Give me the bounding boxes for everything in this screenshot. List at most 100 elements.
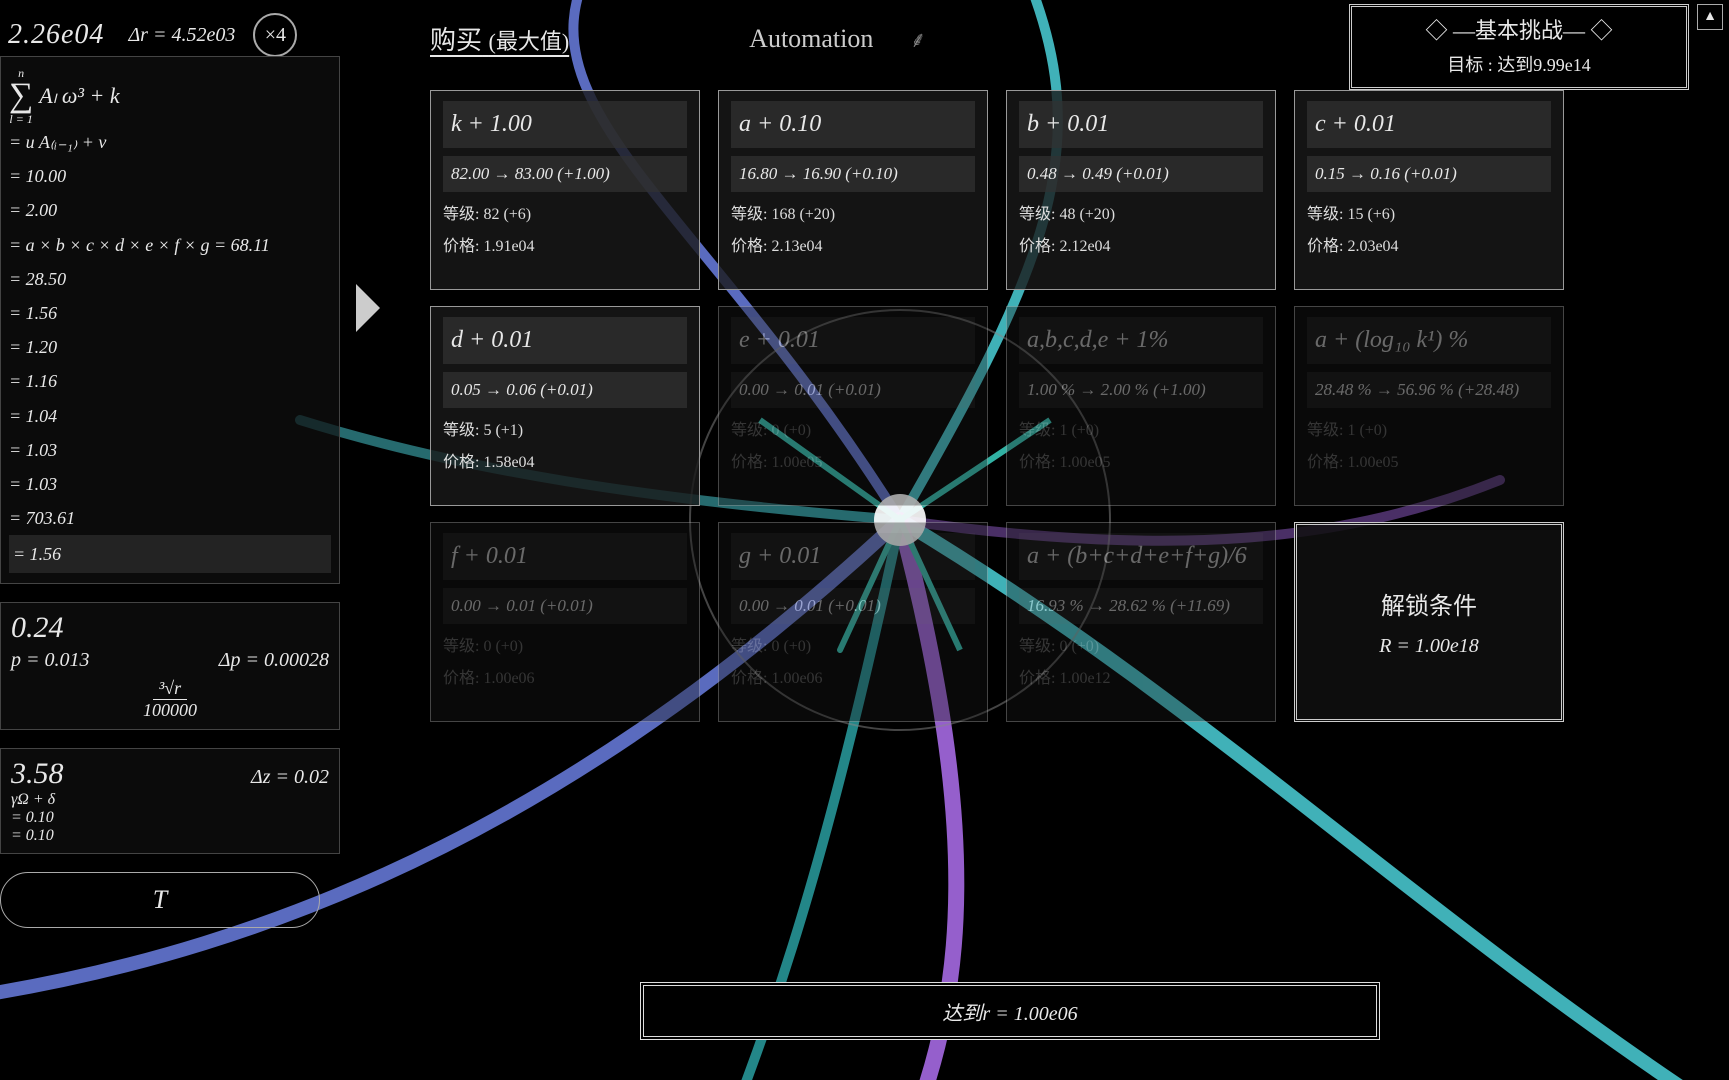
- upgrade-title: c + 0.01: [1307, 101, 1551, 148]
- upgrade-price: 价格: 1.00e06: [731, 664, 975, 688]
- p-fraction: ³√r 100000: [11, 678, 329, 721]
- upgrade-delta: 0.00 → 0.01 (+0.01): [443, 588, 687, 624]
- upgrade-level: 等级: 1 (+0): [1019, 416, 1263, 440]
- upgrade-price: 价格: 1.00e05: [731, 448, 975, 472]
- upgrade-level: 等级: 0 (+0): [443, 632, 687, 656]
- upgrade-level: 等级: 0 (+0): [731, 632, 975, 656]
- p-value: p = 0.013: [11, 649, 90, 672]
- t-button-label: T: [153, 885, 167, 915]
- upgrade-title: g + 0.01: [731, 533, 975, 580]
- rate-delta: Δr = 4.52e03: [128, 24, 235, 47]
- upgrade-price: 价格: 1.00e06: [443, 664, 687, 688]
- formula-value-line: = 1.03: [9, 467, 331, 501]
- p-delta: Δp = 0.00028: [219, 649, 329, 672]
- challenge-goal: 目标 : 达到9.99e14: [1356, 51, 1682, 77]
- upgrade-delta: 16.93 % → 28.62 % (+11.69): [1019, 588, 1263, 624]
- tab-row: 购买 (最大值) Automation ⸙: [430, 20, 1150, 57]
- upgrade-card: g + 0.01 0.00 → 0.01 (+0.01) 等级: 0 (+0) 价格:…: [718, 522, 988, 722]
- upgrade-price: 价格: 1.58e04: [443, 448, 687, 472]
- multiplier-badge[interactable]: ×4: [253, 13, 297, 57]
- left-column: n ∑ l = 1 Aₗ ω³ + k = u A₍ᵢ₋₁₎ + v = 10.…: [0, 56, 340, 1080]
- tab-buy-sublabel: (最大值): [489, 29, 570, 54]
- formula-value-line: = 1.56: [9, 296, 331, 330]
- formula-value-line: = 1.03: [9, 433, 331, 467]
- formula-value-line: = 10.00: [9, 159, 331, 193]
- upgrade-level: 等级: 168 (+20): [731, 200, 975, 224]
- upgrade-delta: 16.80 → 16.90 (+0.10): [731, 156, 975, 192]
- z-delta: Δz = 0.02: [251, 766, 329, 789]
- collapse-toggle[interactable]: ▲: [1697, 4, 1723, 30]
- lock-req: R = 1.00e18: [1379, 635, 1479, 658]
- upgrade-level: 等级: 0 (+0): [1019, 632, 1263, 656]
- upgrade-price: 价格: 1.91e04: [443, 232, 687, 256]
- upgrade-card[interactable]: k + 1.0082.00 → 83.00 (+1.00)等级: 82 (+6)…: [430, 90, 700, 290]
- p-frac-top: ³√r: [153, 678, 187, 700]
- upgrade-title: k + 1.00: [443, 101, 687, 148]
- upgrade-title: a,b,c,d,e + 1%: [1019, 317, 1263, 364]
- upgrade-title: d + 0.01: [443, 317, 687, 364]
- z-line1: γΩ + δ: [11, 791, 329, 809]
- p-frac-bot: 100000: [143, 700, 197, 721]
- tab-automation[interactable]: Automation ⸙: [749, 24, 926, 54]
- formula-value-line: = 1.20: [9, 330, 331, 364]
- sum-lower: l = 1: [9, 113, 32, 125]
- upgrade-level: 等级: 5 (+1): [443, 416, 687, 440]
- upgrade-card: a + (b+c+d+e+f+g)/6 16.93 % → 28.62 % (+1…: [1006, 522, 1276, 722]
- upgrade-delta: 0.15 → 0.16 (+0.01): [1307, 156, 1551, 192]
- upgrade-card[interactable]: d + 0.01 0.05 → 0.06 (+0.01) 等级: 5 (+1) 价格:…: [430, 306, 700, 506]
- upgrade-price: 价格: 2.03e04: [1307, 232, 1551, 256]
- upgrade-title: a + (log₁₀ k¹) %: [1307, 317, 1551, 364]
- formula-value-line: = 28.50: [9, 262, 331, 296]
- tab-buy[interactable]: 购买 (最大值): [430, 20, 569, 57]
- formula-value-line: = 1.04: [9, 399, 331, 433]
- goal-bar[interactable]: 达到r = 1.00e06: [640, 982, 1380, 1040]
- upgrade-delta: 1.00 % → 2.00 % (+1.00): [1019, 372, 1263, 408]
- upgrade-title: a + (b+c+d+e+f+g)/6: [1019, 533, 1263, 580]
- upgrade-card: a + (log₁₀ k¹) % 28.48 % → 56.96 % (+28.4…: [1294, 306, 1564, 506]
- expand-arrow[interactable]: [352, 280, 384, 341]
- goal-bar-text: 达到r = 1.00e06: [942, 997, 1077, 1026]
- challenge-panel[interactable]: ◇ ―基本挑战― ◇ 目标 : 达到9.99e14: [1349, 4, 1689, 90]
- upgrade-level: 等级: 0 (+0): [731, 416, 975, 440]
- sum-body: Aₗ ω³ + k: [39, 75, 119, 117]
- formula-highlight: = 1.56: [9, 535, 331, 573]
- locked-card: 解锁条件 R = 1.00e18: [1294, 522, 1564, 722]
- upgrade-title: e + 0.01: [731, 317, 975, 364]
- formula-value-line: = 1.16: [9, 364, 331, 398]
- upgrade-grid: k + 1.0082.00 → 83.00 (+1.00)等级: 82 (+6)…: [430, 90, 1550, 722]
- upgrade-delta: 0.48 → 0.49 (+0.01): [1019, 156, 1263, 192]
- upgrade-delta: 0.00 → 0.01 (+0.01): [731, 588, 975, 624]
- multiplier-value: ×4: [265, 24, 286, 47]
- z-line3: = 0.10: [11, 827, 329, 845]
- upgrade-price: 价格: 1.00e05: [1307, 448, 1551, 472]
- upgrade-title: b + 0.01: [1019, 101, 1263, 148]
- upgrade-title: a + 0.10: [731, 101, 975, 148]
- challenge-title: ◇ ―基本挑战― ◇: [1356, 13, 1682, 45]
- lock-title: 解锁条件: [1381, 586, 1477, 621]
- upgrade-price: 价格: 1.00e12: [1019, 664, 1263, 688]
- upgrade-price: 价格: 1.00e05: [1019, 448, 1263, 472]
- flourish-icon: ⸙: [910, 27, 927, 52]
- upgrade-delta: 0.00 → 0.01 (+0.01): [731, 372, 975, 408]
- upgrade-level: 等级: 82 (+6): [443, 200, 687, 224]
- upgrade-price: 价格: 2.13e04: [731, 232, 975, 256]
- z-line2: = 0.10: [11, 809, 329, 827]
- upgrade-card[interactable]: b + 0.010.48 → 0.49 (+0.01)等级: 48 (+20)价…: [1006, 90, 1276, 290]
- z-panel: 3.58 Δz = 0.02 γΩ + δ = 0.10 = 0.10: [0, 748, 340, 854]
- upgrade-card: f + 0.01 0.00 → 0.01 (+0.01) 等级: 0 (+0) 价格:…: [430, 522, 700, 722]
- upgrade-card[interactable]: c + 0.01 0.15 → 0.16 (+0.01) 等级: 15 (+6) 价格…: [1294, 90, 1564, 290]
- upgrade-delta: 0.05 → 0.06 (+0.01): [443, 372, 687, 408]
- upgrade-price: 价格: 2.12e04: [1019, 232, 1263, 256]
- upgrade-title: f + 0.01: [443, 533, 687, 580]
- upgrade-delta: 28.48 % → 56.96 % (+28.48): [1307, 372, 1551, 408]
- upgrade-level: 等级: 1 (+0): [1307, 416, 1551, 440]
- tab-automation-label: Automation: [749, 24, 873, 53]
- formula-value-line: = 2.00: [9, 193, 331, 227]
- z-head: 3.58: [11, 757, 64, 791]
- formula-value-line: = a × b × c × d × e × f × g = 68.11: [9, 228, 331, 262]
- upgrade-level: 等级: 15 (+6): [1307, 200, 1551, 224]
- formula-panel: n ∑ l = 1 Aₗ ω³ + k = u A₍ᵢ₋₁₎ + v = 10.…: [0, 56, 340, 584]
- upgrade-card: e + 0.01 0.00 → 0.01 (+0.01) 等级: 0 (+0) 价格:…: [718, 306, 988, 506]
- upgrade-card[interactable]: a + 0.10 16.80 → 16.90 (+0.10) 等级: 168 (+2…: [718, 90, 988, 290]
- t-button[interactable]: T: [0, 872, 320, 928]
